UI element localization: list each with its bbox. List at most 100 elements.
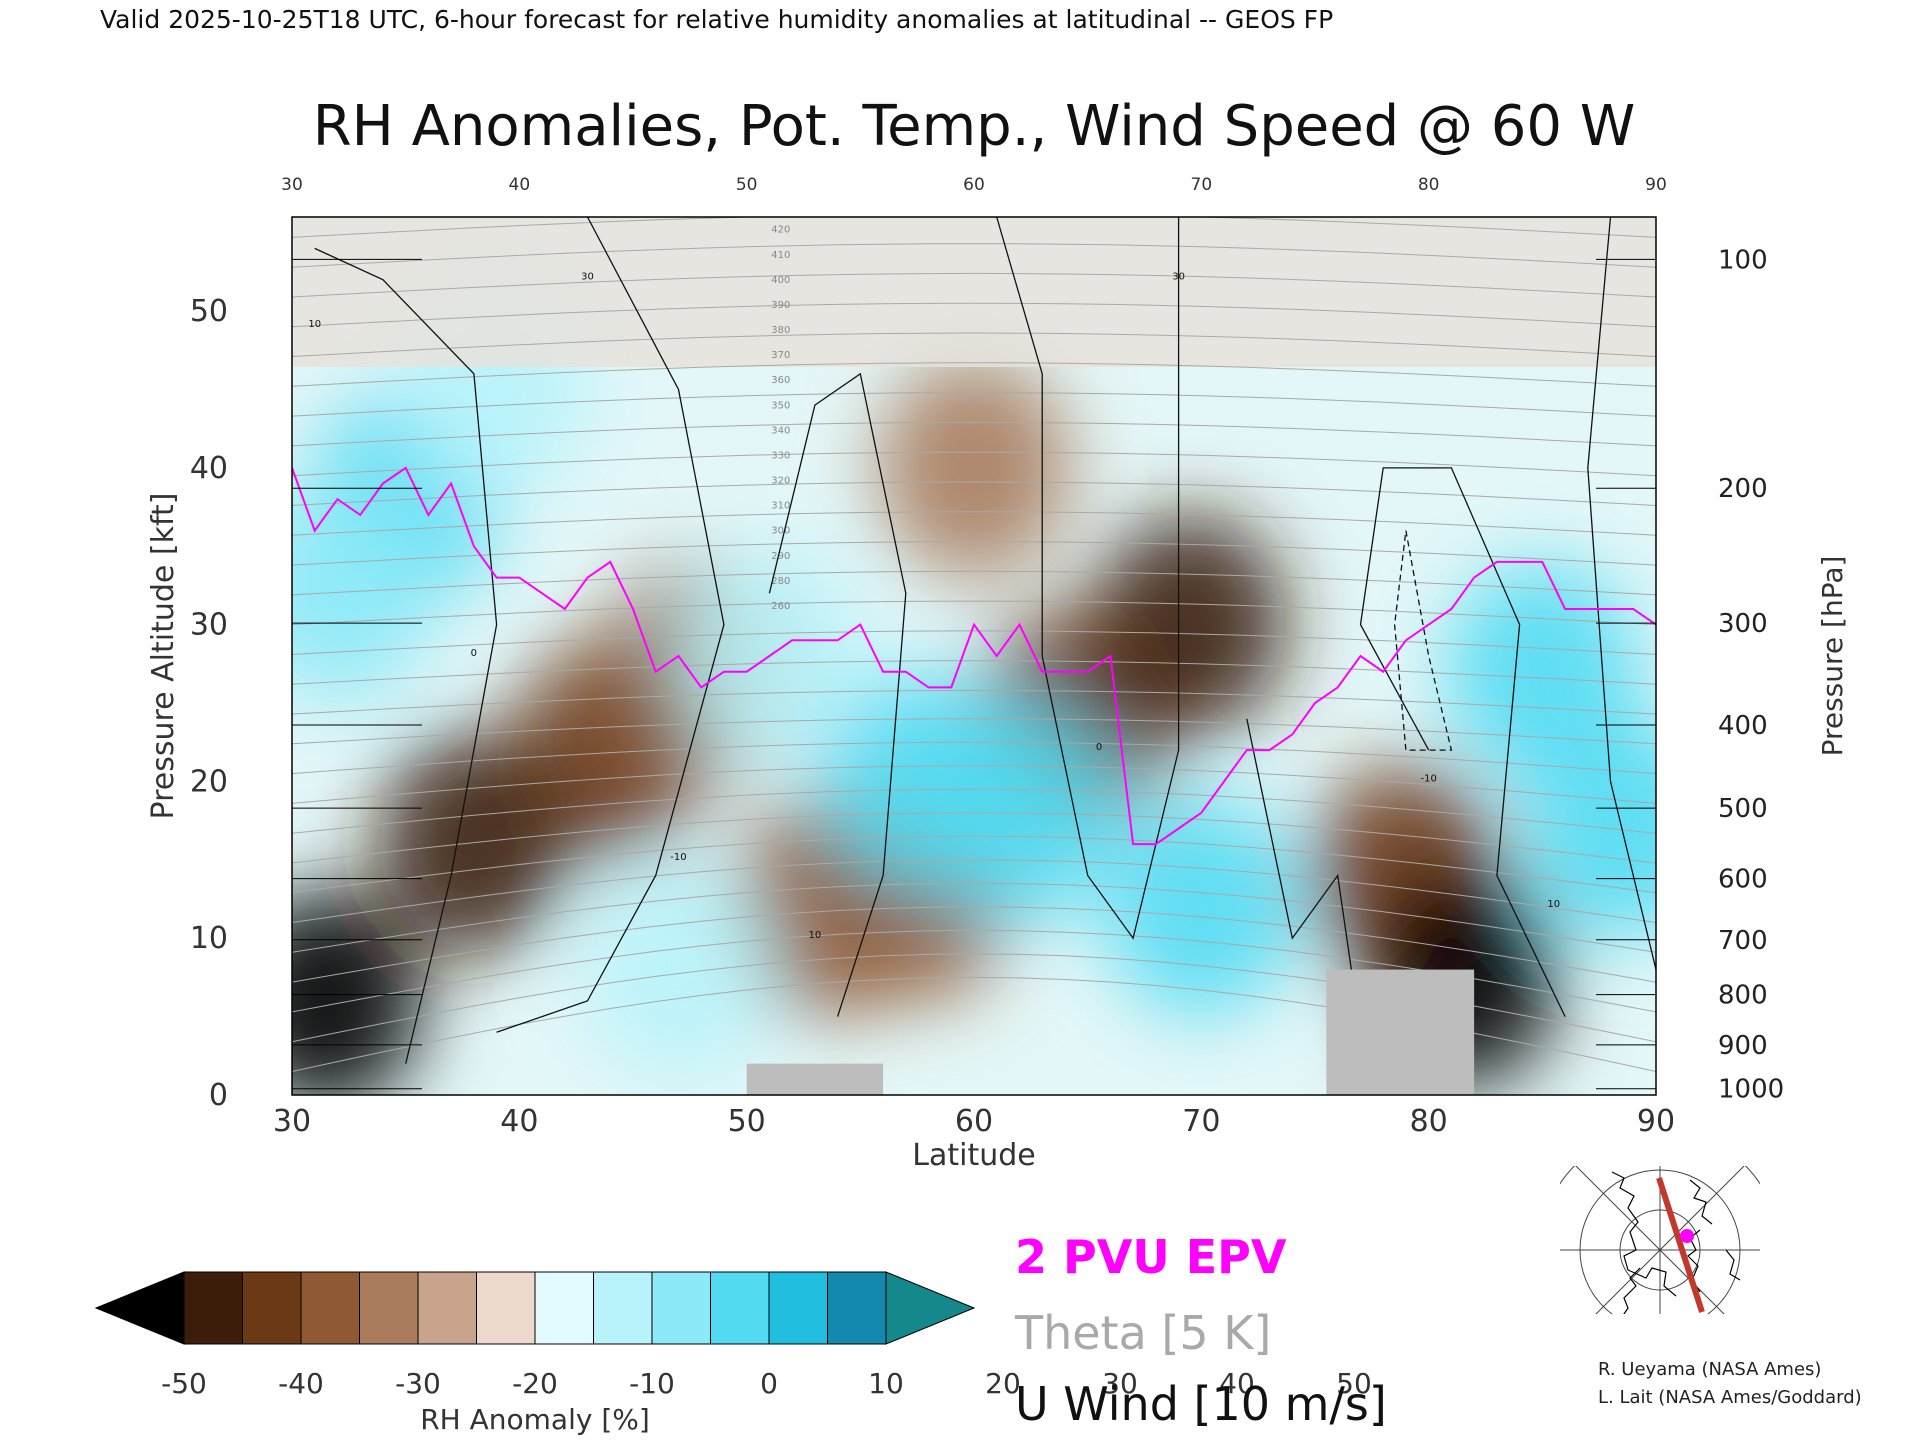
colorbar-tick-9: 40	[1219, 1367, 1255, 1400]
colorbar-tick-0: -50	[161, 1367, 207, 1400]
theta-label-350: 350	[771, 400, 790, 411]
colorbar-box-8	[651, 1271, 711, 1345]
right-tick-1000: 1000	[1718, 1075, 1784, 1105]
u-wind-contour-5	[1359, 467, 1566, 1017]
top-tick-40: 40	[509, 175, 531, 195]
plot-frame	[291, 216, 1657, 1096]
map-section-line	[1656, 1177, 1705, 1313]
top-tick-60: 60	[963, 175, 985, 195]
theta-label-280: 280	[771, 576, 790, 587]
bottom-tick-50: 50	[728, 1104, 766, 1139]
rh-blob-19	[582, 859, 774, 1080]
top-tick-30: 30	[281, 175, 303, 195]
legend-uwind: U Wind [10 m/s]	[1015, 1377, 1387, 1431]
bottom-latitude-axis: 30 40 50 60 70 80 90	[273, 1104, 1675, 1139]
colorbar-box-3	[359, 1271, 419, 1345]
top-tick-90: 90	[1645, 175, 1667, 195]
theta-label-370: 370	[771, 350, 790, 361]
map-coastlines	[1611, 1171, 1741, 1314]
colorbar-tick-8: 30	[1102, 1367, 1138, 1400]
colorbar-box-2	[300, 1271, 360, 1345]
terrain-block-0	[746, 1063, 884, 1095]
u-wind-label-0: 10	[308, 319, 321, 330]
theta-label-340: 340	[771, 425, 790, 436]
theta-label-260: 260	[771, 601, 790, 612]
top-latitude-axis: 30 40 50 60 70 80 90	[281, 175, 1667, 195]
colorbar-box-0	[183, 1271, 243, 1345]
credit-2: L. Lait (NASA Ames/Goddard)	[1598, 1387, 1862, 1408]
x-axis-label: Latitude	[912, 1138, 1035, 1173]
colorbar-box-1	[242, 1271, 302, 1345]
right-tick-200: 200	[1718, 474, 1768, 504]
theta-label-400: 400	[771, 275, 790, 286]
legend-epv: 2 PVU EPV	[1015, 1230, 1287, 1284]
u-wind-label-6: 0	[1096, 742, 1102, 753]
colorbar-tick-1: -40	[278, 1367, 324, 1400]
theta-contour-5	[292, 859, 1656, 923]
theta-contour-18	[292, 511, 1656, 536]
left-tick-50: 50	[190, 294, 228, 329]
theta-label-320: 320	[771, 476, 790, 487]
u-wind-label-3: -10	[670, 852, 686, 863]
theta-contour-22	[292, 392, 1656, 417]
u-wind-contour-0	[314, 247, 498, 1064]
theta-contour-21	[292, 421, 1656, 447]
theta-contour-17	[292, 540, 1656, 566]
u-wind-label-2: 0	[471, 648, 477, 659]
right-tick-800: 800	[1718, 981, 1768, 1011]
u-wind-contour-2	[768, 372, 907, 1017]
theta-label-330: 330	[771, 450, 790, 461]
colorbar-box-4	[417, 1271, 477, 1345]
colorbar: -50 -40 -30 -20 -10 0 10 20 30 40 50	[94, 1271, 1372, 1400]
theta-contour-15	[292, 600, 1656, 626]
u-wind-label-7: -10	[1420, 773, 1436, 784]
colorbar-tick-6: 10	[868, 1367, 904, 1400]
theta-contour-27	[292, 243, 1656, 268]
bottom-tick-60: 60	[955, 1104, 993, 1139]
u-wind-contour-6	[1587, 217, 1656, 970]
legend-theta: Theta [5 K]	[1014, 1306, 1271, 1360]
bottom-tick-90: 90	[1637, 1104, 1675, 1139]
rh-blob-12	[292, 483, 433, 704]
theta-label-410: 410	[771, 250, 790, 261]
stratosphere-shade	[292, 217, 1656, 367]
theta-label-310: 310	[771, 501, 790, 512]
top-tick-80: 80	[1418, 175, 1440, 195]
u-wind-contour-3	[996, 217, 1180, 940]
top-tick-70: 70	[1191, 175, 1213, 195]
theta-label-380: 380	[771, 325, 790, 336]
right-tick-700: 700	[1718, 926, 1768, 956]
theta-contour-11	[292, 718, 1656, 745]
terrain-block-1	[1326, 969, 1475, 1095]
theta-contour-23	[292, 362, 1656, 387]
theta-contour-6	[292, 835, 1656, 894]
theta-contour-13	[292, 660, 1656, 685]
colorbar-tick-4: -10	[629, 1367, 675, 1400]
right-tick-100: 100	[1718, 245, 1768, 275]
top-tick-50: 50	[736, 175, 758, 195]
plot-area: 4204104003903803703603503403303203103002…	[292, 217, 1656, 1095]
rh-blob-10	[292, 891, 422, 1095]
right-tick-900: 900	[1718, 1031, 1768, 1061]
left-altitude-axis: 0 10 20 30 40 50	[190, 294, 228, 1113]
rh-blob-7	[878, 358, 1070, 578]
theta-contour-25	[292, 302, 1656, 328]
colorbar-tick-2: -30	[395, 1367, 441, 1400]
theta-contour-16	[292, 570, 1656, 596]
theta-label-290: 290	[771, 551, 790, 562]
u-wind-label-8: 10	[1547, 899, 1560, 910]
theta-contour-19	[292, 481, 1656, 506]
right-tick-600: 600	[1718, 865, 1768, 895]
left-tick-20: 20	[190, 764, 228, 799]
u-wind-label-5: 30	[1172, 272, 1185, 283]
left-tick-0: 0	[209, 1078, 228, 1113]
colorbar-box-11	[827, 1271, 887, 1345]
bottom-tick-70: 70	[1182, 1104, 1220, 1139]
theta-label-420: 420	[771, 225, 790, 236]
theta-label-390: 390	[771, 300, 790, 311]
rh-anomaly-field	[292, 279, 1656, 1095]
rh-blob-18	[1526, 718, 1656, 939]
header-text: Valid 2025-10-25T18 UTC, 6-hour forecast…	[100, 5, 1333, 34]
colorbar-tick-5: 0	[760, 1367, 778, 1400]
